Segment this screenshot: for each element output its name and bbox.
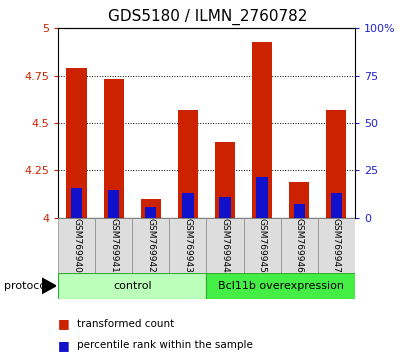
Text: GSM769940: GSM769940 [72, 218, 81, 273]
Text: GSM769942: GSM769942 [146, 218, 155, 273]
Bar [326, 110, 347, 218]
Bar [169, 218, 207, 273]
Bar [256, 177, 268, 218]
Bar [220, 197, 231, 218]
Bar [207, 273, 355, 299]
Polygon shape [42, 278, 56, 294]
Bar [318, 218, 355, 273]
Text: ■: ■ [58, 339, 70, 352]
Bar [178, 110, 198, 218]
Text: ■: ■ [58, 318, 70, 330]
Bar [293, 205, 305, 218]
Bar [244, 218, 281, 273]
Text: GSM769946: GSM769946 [295, 218, 304, 273]
Text: percentile rank within the sample: percentile rank within the sample [77, 340, 253, 350]
Bar [103, 79, 124, 218]
Bar [58, 218, 95, 273]
Text: Bcl11b overexpression: Bcl11b overexpression [217, 281, 344, 291]
Bar [331, 193, 342, 218]
Text: GSM769943: GSM769943 [183, 218, 193, 273]
Bar [182, 193, 193, 218]
Bar [281, 218, 318, 273]
Bar [145, 207, 156, 218]
Text: control: control [113, 281, 151, 291]
Bar [215, 142, 235, 218]
Bar [95, 218, 132, 273]
Bar [252, 41, 272, 218]
Text: GSM769945: GSM769945 [258, 218, 266, 273]
Bar [132, 218, 169, 273]
Text: GSM769941: GSM769941 [109, 218, 118, 273]
Bar [66, 68, 87, 218]
Bar [108, 190, 120, 218]
Bar [141, 199, 161, 218]
Bar [58, 273, 207, 299]
Text: transformed count: transformed count [77, 319, 174, 329]
Bar [71, 188, 82, 218]
Text: GDS5180 / ILMN_2760782: GDS5180 / ILMN_2760782 [108, 9, 307, 25]
Text: GSM769944: GSM769944 [220, 218, 229, 273]
Text: GSM769947: GSM769947 [332, 218, 341, 273]
Text: protocol: protocol [4, 281, 49, 291]
Bar [289, 182, 310, 218]
Bar [207, 218, 244, 273]
